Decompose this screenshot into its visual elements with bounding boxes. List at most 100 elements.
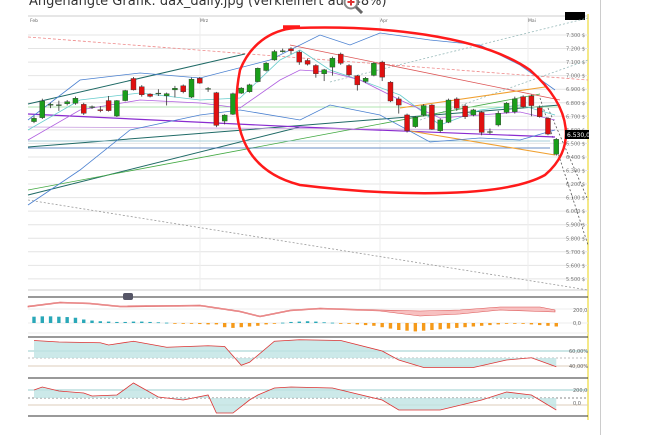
candle-body-up [155, 92, 162, 95]
candle [105, 95, 112, 112]
candle-body-up [503, 103, 510, 113]
candle [221, 114, 228, 125]
candle-body-up [230, 93, 236, 115]
candle [56, 100, 62, 111]
macd-histogram-bar [430, 323, 434, 330]
candle [246, 83, 253, 93]
macd-histogram-bar [98, 321, 103, 323]
macd-histogram-bar [65, 317, 69, 323]
macd-histogram-bar [32, 316, 36, 323]
candle [454, 97, 460, 111]
macd-histogram-bar [537, 323, 542, 326]
candle-body-up [122, 90, 128, 101]
page-border [600, 0, 601, 435]
price-tick-label: 5.700 $ [566, 250, 585, 256]
candle [39, 98, 45, 120]
candle [536, 105, 543, 118]
macd-histogram-bar [264, 323, 268, 325]
trendline-black-dashed [547, 107, 589, 201]
macd-histogram-bar [438, 323, 442, 330]
candle-body-down [404, 114, 410, 131]
candle-body-down [105, 100, 112, 111]
hand-drawn-red-ellipse [235, 26, 568, 195]
candle-body-up [89, 106, 95, 108]
candle-body-up [437, 119, 443, 131]
candle [379, 60, 385, 82]
candle-body-up [329, 57, 336, 68]
candle-body-down [387, 81, 394, 102]
price-tick-label: 5.500 $ [566, 277, 585, 283]
macd-histogram-bar [289, 321, 293, 323]
candle-body-down [304, 60, 311, 65]
macd-histogram-bar [471, 323, 476, 327]
candle [197, 77, 203, 84]
candle-body-up [114, 100, 120, 117]
candle-body-down [462, 105, 468, 117]
macd-histogram-bar [314, 321, 318, 323]
candle [255, 67, 261, 83]
macd-histogram-bar [529, 323, 534, 325]
macd-histogram-bar [281, 322, 285, 324]
candle-body-up [72, 98, 79, 104]
price-tick-label: 5.800 $ [566, 236, 585, 242]
stochastic-panel: 60,00% 40,00% [28, 336, 588, 370]
candle [172, 85, 178, 98]
candle-body-down [379, 61, 385, 78]
stochastic-line [33, 339, 557, 368]
price-tick-label: 7.100 $ [566, 60, 585, 66]
candle-body-up [553, 139, 559, 155]
candle [147, 93, 153, 98]
macd-histogram-bar [181, 323, 185, 324]
candle-body-up [445, 99, 452, 123]
candle [354, 74, 361, 91]
candle [271, 49, 278, 61]
candle [520, 95, 526, 109]
macd-histogram-bar [554, 323, 558, 327]
candle [437, 118, 443, 133]
candle [304, 58, 311, 66]
macd-histogram-bar [131, 321, 136, 323]
candle [487, 128, 493, 134]
candle [412, 116, 419, 128]
candle-body-down [296, 51, 302, 63]
price-tick-label: 6.700 $ [566, 114, 585, 120]
price-tick-label: 6.900 $ [566, 87, 585, 93]
panel-resize-handle[interactable] [123, 293, 133, 300]
candle [462, 104, 468, 120]
price-tick-label: 6.200 $ [566, 182, 585, 188]
candle-body-down [454, 98, 460, 109]
support-line-green [27, 93, 541, 191]
price-tick-label: 7.200 $ [566, 47, 585, 53]
candle-body-up [64, 101, 70, 104]
cci-fill [34, 382, 557, 414]
price-header-box [565, 12, 585, 20]
candle-body-down [197, 78, 203, 84]
candle-body-down [313, 65, 319, 74]
candle-body-up [172, 88, 178, 91]
price-tick-label: 6.800 $ [566, 101, 585, 107]
price-tick-label: 5.600 $ [566, 263, 585, 269]
attachment-caption: Angehängte Grafik: dax_daily.jpg (verkle… [29, 0, 387, 9]
candle [155, 89, 162, 96]
candle [64, 100, 70, 106]
candle-body-up [39, 100, 45, 118]
candle-body-up [470, 109, 477, 116]
candle [553, 137, 559, 156]
macd-histogram-bar [504, 323, 509, 324]
macd-histogram-bar [322, 322, 326, 324]
stoch-tick: 40,00% [569, 364, 588, 370]
macd-histogram-bar [48, 316, 53, 323]
candle-body-down [346, 65, 352, 76]
magnifier-plus-icon[interactable] [343, 0, 363, 14]
candle [396, 96, 402, 114]
price-tick-label: 5.900 $ [566, 223, 585, 229]
candle [528, 94, 535, 117]
macd-histogram-bar [164, 322, 169, 324]
trendline-grey-dashed [27, 199, 589, 291]
candle [346, 64, 352, 77]
candle [180, 84, 186, 94]
macd-histogram-bar [339, 323, 343, 324]
candle-body-up [188, 78, 195, 98]
candle [130, 77, 137, 91]
macd-histogram-bar [521, 323, 525, 324]
